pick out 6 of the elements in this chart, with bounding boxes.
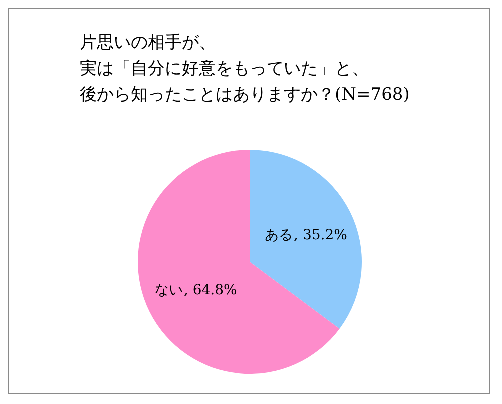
pie-slice [250,150,362,329]
data-label: , 35.2% [294,227,348,244]
data-label: , 64.8% [184,282,238,299]
slice-label: ない [154,282,183,299]
chart-title: 片思いの相手が、実は「自分に好意をもっていた」と、後から知ったことはありますか？(N=768) [80,32,410,107]
slice-label: ある [265,227,294,244]
